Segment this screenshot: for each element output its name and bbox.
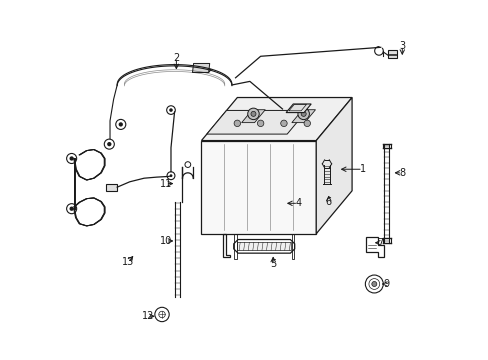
Text: 12: 12 [141,311,154,321]
Polygon shape [291,110,315,123]
Text: 3: 3 [398,41,405,50]
Circle shape [169,174,172,177]
Polygon shape [387,50,396,58]
Circle shape [107,142,111,146]
Text: 11: 11 [159,179,171,189]
Text: 13: 13 [122,257,134,267]
Circle shape [297,108,309,120]
Polygon shape [201,140,316,234]
Polygon shape [285,104,310,113]
Circle shape [69,207,74,211]
Text: 4: 4 [295,198,301,208]
Text: 2: 2 [173,53,179,63]
Circle shape [304,120,310,127]
Polygon shape [316,98,351,234]
Text: 1: 1 [359,164,365,174]
Polygon shape [192,69,211,72]
Circle shape [234,120,240,127]
Text: 9: 9 [383,279,389,289]
Circle shape [301,111,305,116]
Polygon shape [237,242,290,250]
Circle shape [169,108,172,112]
Text: 8: 8 [398,168,405,178]
Circle shape [371,282,376,287]
Polygon shape [206,111,306,134]
Text: 7: 7 [377,238,383,248]
Circle shape [69,156,74,161]
Polygon shape [192,63,209,72]
Polygon shape [106,184,117,191]
Circle shape [250,111,255,116]
Circle shape [119,122,122,127]
Text: 6: 6 [325,197,331,207]
Text: 10: 10 [159,236,171,246]
Circle shape [257,120,264,127]
Polygon shape [241,110,265,123]
Circle shape [280,120,286,127]
Text: 5: 5 [269,259,276,269]
Polygon shape [201,98,351,140]
Circle shape [247,108,259,120]
